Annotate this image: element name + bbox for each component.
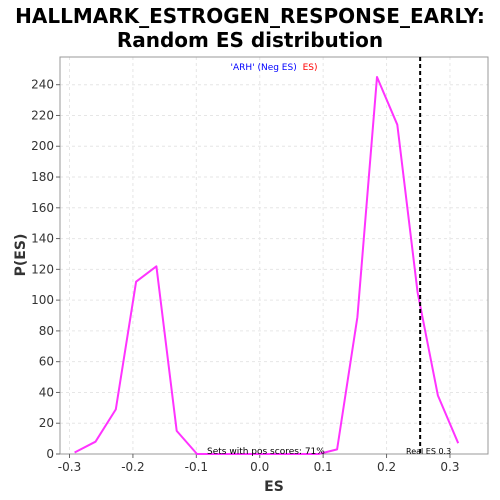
y-tick-label: 20: [39, 416, 54, 430]
y-tick-label: 220: [31, 108, 54, 122]
legend: 'ARH' (Neg ES) ES): [230, 63, 317, 73]
real-es-label: Real ES 0.3: [406, 447, 451, 456]
chart-subtitle: Random ES distribution: [116, 28, 384, 52]
y-tick-label: 120: [31, 262, 54, 276]
y-tick-label: 160: [31, 201, 54, 215]
x-tick-label: 0.1: [314, 460, 333, 474]
y-tick-label: 60: [39, 355, 54, 369]
es-distribution-line: [74, 76, 460, 455]
y-tick-label: 80: [39, 324, 54, 338]
y-tick-label: 100: [31, 293, 54, 307]
x-axis-label: ES: [264, 479, 284, 495]
x-tick-label: 0.3: [440, 460, 459, 474]
plot-area: [60, 57, 488, 454]
x-tick-label: -0.1: [185, 460, 208, 474]
pos-scores-annotation: Sets with pos scores: 71%: [207, 447, 325, 457]
x-tick-label: 0.0: [250, 460, 269, 474]
y-tick-label: 40: [39, 385, 54, 399]
y-tick-label: 0: [46, 447, 54, 461]
x-tick-label: 0.2: [377, 460, 396, 474]
x-tick-label: -0.3: [58, 460, 81, 474]
tick-labels: -0.3 -0.2 -0.1 0.0 0.1 0.2 0.3 0 20 40 60 80 100 120 1…: [31, 78, 459, 474]
y-tick-label: 180: [31, 170, 54, 184]
y-tick-label: 200: [31, 139, 54, 153]
y-axis-label: P(ES): [13, 234, 29, 277]
y-tick-label: 240: [31, 78, 54, 92]
legend-es: ES): [303, 63, 318, 73]
x-tick-label: -0.2: [121, 460, 144, 474]
chart-title: HALLMARK_ESTROGEN_RESPONSE_EARLY:: [15, 4, 485, 28]
legend-neg-es: 'ARH' (Neg ES): [230, 63, 296, 73]
y-tick-label: 140: [31, 232, 54, 246]
series-layer: [74, 76, 460, 455]
